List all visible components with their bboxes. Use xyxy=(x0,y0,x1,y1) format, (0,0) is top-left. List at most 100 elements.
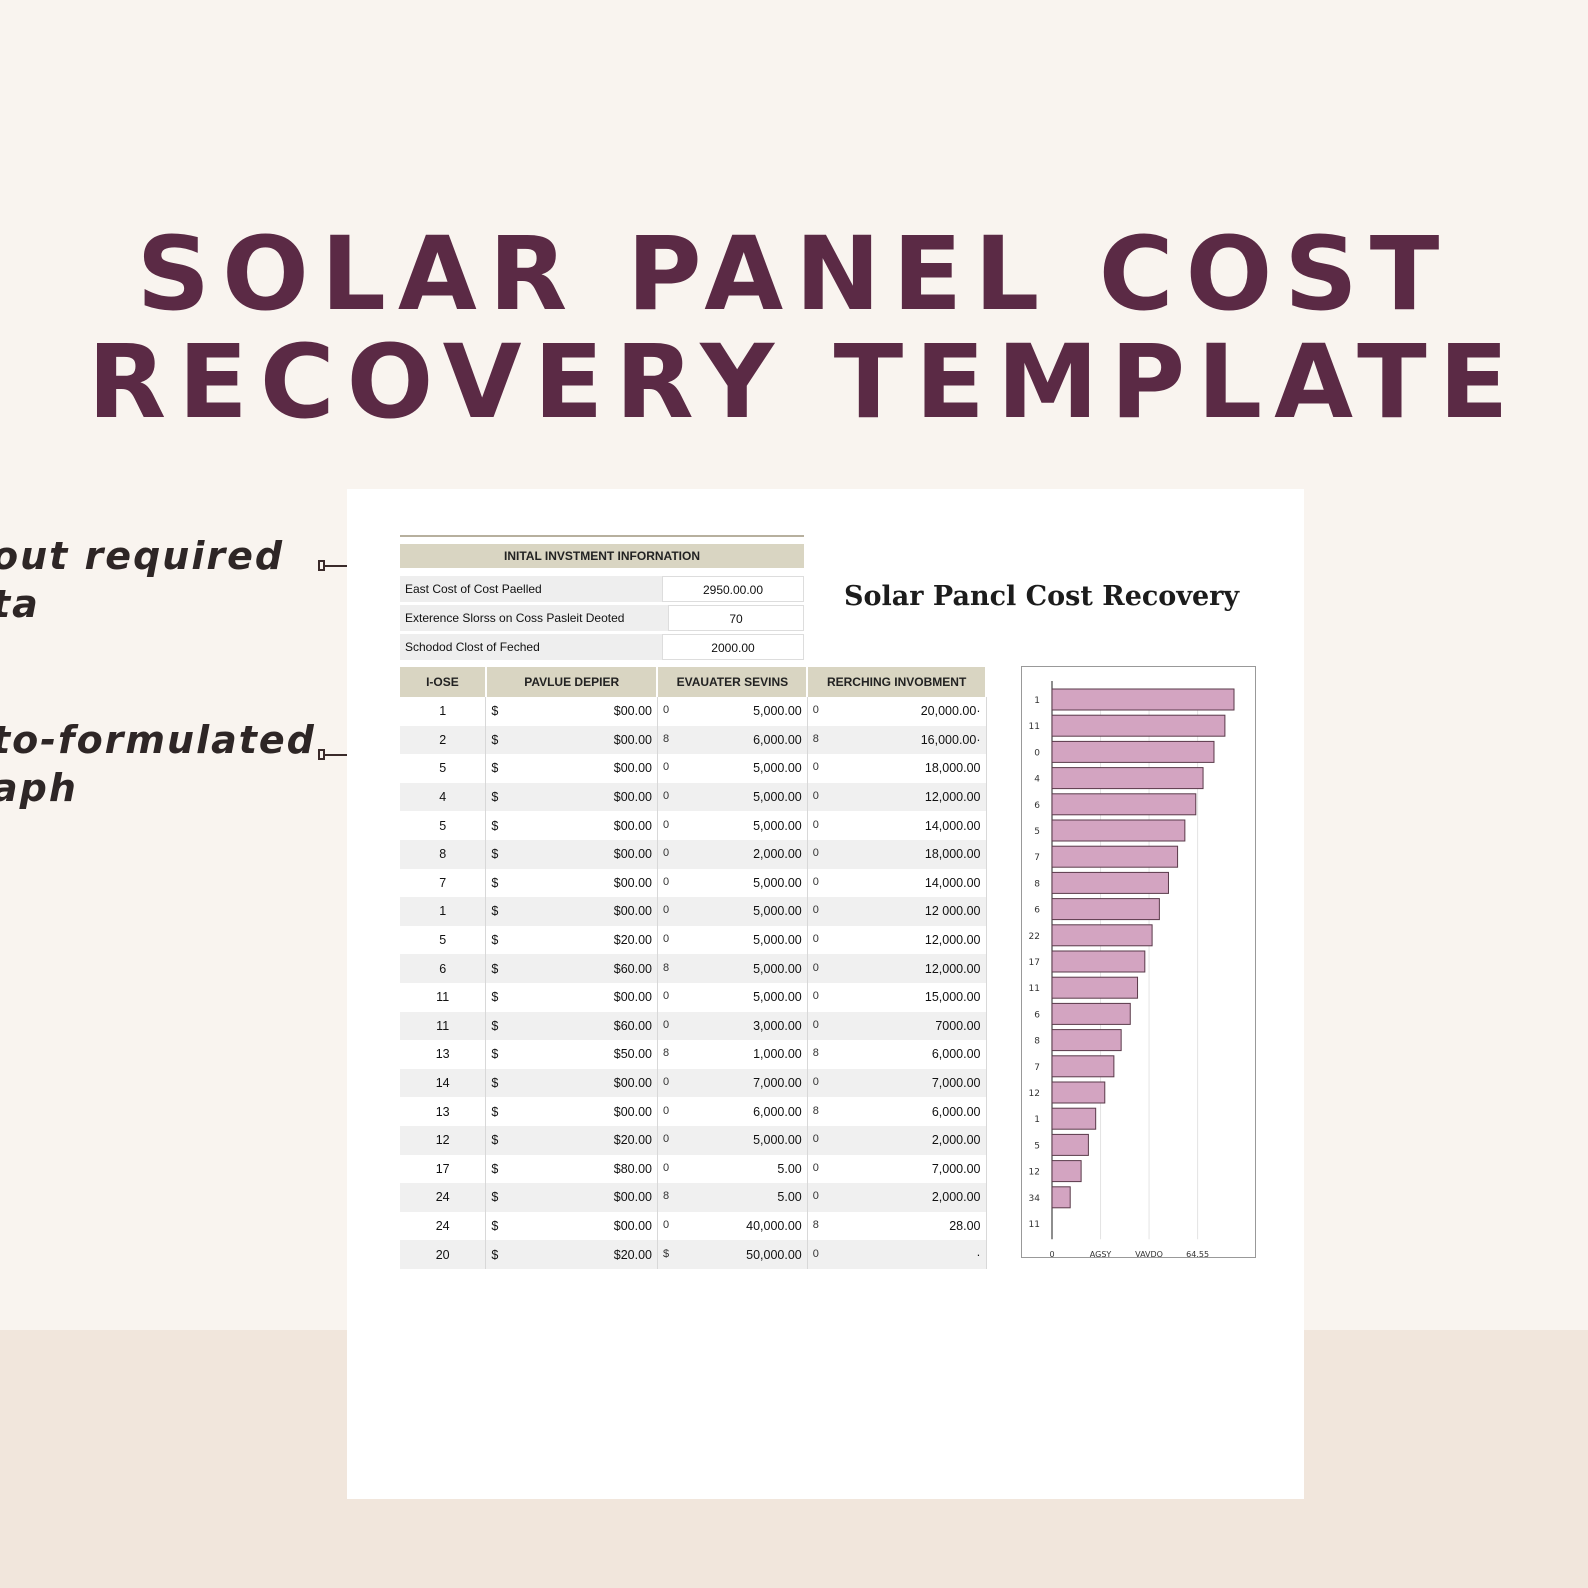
chart-bar xyxy=(1051,1029,1122,1052)
investment-cell: 0 18,000.00 xyxy=(807,839,987,869)
x-tick-label: AGSY xyxy=(1090,1250,1112,1257)
cell-marker: 8 xyxy=(662,1047,670,1060)
investment-cell: 0 2,000.00 xyxy=(807,1183,987,1212)
cell-marker: 8 xyxy=(812,1104,819,1117)
currency-symbol: $ xyxy=(491,1047,499,1062)
investment-cell: 0 12,000.00 xyxy=(807,925,987,955)
savings-cell[interactable]: 0 5,000.00 xyxy=(657,811,808,840)
savings-cell[interactable]: 0 2,000.00 xyxy=(657,839,808,869)
value-amount: $00.00 xyxy=(613,704,652,719)
cell-marker: 0 xyxy=(812,875,819,888)
value-cell[interactable]: $ $00.00 xyxy=(485,1183,658,1212)
investment-cell: 8 16,000.00· xyxy=(807,725,987,755)
investment-cell: 8 6,000.00 xyxy=(807,1097,987,1126)
info-value-input[interactable]: 2000.00 xyxy=(662,634,804,660)
info-row: East Cost of Cost Paelled 2950.00.00 xyxy=(400,576,804,602)
savings-cell[interactable]: 0 5,000.00 xyxy=(657,868,808,898)
value-amount: $20.00 xyxy=(613,933,652,948)
period-cell: 5 xyxy=(400,754,487,783)
savings-cell[interactable]: 0 5,000.00 xyxy=(657,897,808,926)
savings-cell[interactable]: 8 6,000.00 xyxy=(657,725,808,755)
value-cell[interactable]: $ $60.00 xyxy=(485,1011,658,1041)
savings-cell[interactable]: 8 5,000.00 xyxy=(657,954,808,983)
chart-title: Solar Pancl Cost Recovery xyxy=(844,581,1240,612)
chart-bar xyxy=(1051,976,1139,999)
value-cell[interactable]: $ $00.00 xyxy=(485,868,658,898)
value-cell[interactable]: $ $60.00 xyxy=(485,954,658,983)
table-row: 11 $ $60.00 0 3,000.00 0 7000.00 xyxy=(400,1011,987,1041)
value-amount: $00.00 xyxy=(613,847,652,862)
info-label: Schodod Clost of Feched xyxy=(400,634,662,660)
chart-bar xyxy=(1051,688,1235,711)
value-cell[interactable]: $ $20.00 xyxy=(485,1240,658,1269)
y-tick-label: 1 xyxy=(1034,1115,1040,1125)
y-tick-label: 6 xyxy=(1034,801,1040,811)
savings-amount: 5,000.00 xyxy=(753,761,802,776)
currency-symbol: $ xyxy=(491,990,499,1005)
savings-cell[interactable]: 0 7,000.00 xyxy=(657,1068,808,1098)
value-cell[interactable]: $ $00.00 xyxy=(485,811,658,840)
y-tick-label: 5 xyxy=(1034,827,1040,837)
currency-symbol: $ xyxy=(491,961,499,976)
savings-cell[interactable]: 0 5,000.00 xyxy=(657,982,808,1012)
value-cell[interactable]: $ $00.00 xyxy=(485,1068,658,1098)
period-cell: 5 xyxy=(400,811,487,840)
chart-bar xyxy=(1051,793,1197,816)
y-tick-label: 17 xyxy=(1029,958,1040,968)
savings-cell[interactable]: 0 5.00 xyxy=(657,1154,808,1184)
savings-cell[interactable]: 0 5,000.00 xyxy=(657,782,808,812)
investment-amount: 14,000.00 xyxy=(924,818,981,833)
x-tick-label: 64.55 xyxy=(1186,1250,1209,1257)
value-cell[interactable]: $ $00.00 xyxy=(485,897,658,926)
value-cell[interactable]: $ $00.00 xyxy=(485,754,658,783)
savings-cell[interactable]: $50,000.00 xyxy=(657,1240,808,1269)
savings-cell[interactable]: 0 6,000.00 xyxy=(657,1097,808,1126)
investment-cell: 0 7000.00 xyxy=(807,1011,987,1041)
y-tick-label: 8 xyxy=(1034,1037,1040,1047)
currency-symbol: $ xyxy=(491,1133,499,1148)
value-amount: $00.00 xyxy=(613,818,652,833)
y-tick-label: 6 xyxy=(1034,1010,1040,1020)
value-cell[interactable]: $ $00.00 xyxy=(485,1211,658,1241)
savings-cell[interactable]: 0 3,000.00 xyxy=(657,1011,808,1041)
info-value-input[interactable]: 2950.00.00 xyxy=(662,576,804,602)
chart-bar xyxy=(1051,714,1226,737)
currency-symbol: $ xyxy=(491,704,499,719)
savings-cell[interactable]: 8 1,000.00 xyxy=(657,1040,808,1069)
chart-bar xyxy=(1051,819,1186,842)
currency-symbol: $ xyxy=(491,732,499,747)
value-cell[interactable]: $ $00.00 xyxy=(485,982,658,1012)
cell-marker: 0 xyxy=(812,904,819,917)
value-cell[interactable]: $ $00.00 xyxy=(485,697,658,726)
savings-amount: 40,000.00 xyxy=(746,1218,802,1233)
value-cell[interactable]: $ $20.00 xyxy=(485,1125,658,1155)
investment-cell: 8 6,000.00 xyxy=(807,1040,987,1069)
value-amount: $00.00 xyxy=(613,904,652,919)
value-cell[interactable]: $ $80.00 xyxy=(485,1154,658,1184)
cell-marker: 0 xyxy=(812,818,819,831)
investment-cell: 8 28.00 xyxy=(807,1211,987,1241)
value-cell[interactable]: $ $00.00 xyxy=(485,839,658,869)
table-row: 6 $ $60.00 8 5,000.00 0 12,000.00 xyxy=(400,954,987,983)
savings-cell[interactable]: 0 5,000.00 xyxy=(657,925,808,955)
value-cell[interactable]: $ $00.00 xyxy=(485,782,658,812)
info-label: Exterence Slorss on Coss Pasleit Deoted xyxy=(400,605,668,631)
currency-symbol: $ xyxy=(491,933,499,948)
period-cell: 13 xyxy=(400,1040,487,1069)
value-amount: $00.00 xyxy=(613,1076,652,1091)
info-row: Schodod Clost of Feched 2000.00 xyxy=(400,634,804,660)
value-cell[interactable]: $ $50.00 xyxy=(485,1040,658,1069)
value-cell[interactable]: $ $20.00 xyxy=(485,925,658,955)
value-cell[interactable]: $ $00.00 xyxy=(485,725,658,755)
savings-cell[interactable]: 0 5,000.00 xyxy=(657,697,808,726)
savings-cell[interactable]: 8 5.00 xyxy=(657,1183,808,1212)
value-cell[interactable]: $ $00.00 xyxy=(485,1097,658,1126)
savings-cell[interactable]: 0 5,000.00 xyxy=(657,1125,808,1155)
info-value-input[interactable]: 70 xyxy=(668,605,804,631)
savings-cell[interactable]: 0 5,000.00 xyxy=(657,754,808,783)
value-amount: $20.00 xyxy=(613,1247,652,1262)
cell-marker: 0 xyxy=(812,1161,819,1174)
savings-cell[interactable]: 0 40,000.00 xyxy=(657,1211,808,1241)
column-header: RERCHING INVOBMENT xyxy=(807,667,987,697)
investment-amount: 7,000.00 xyxy=(931,1076,981,1091)
